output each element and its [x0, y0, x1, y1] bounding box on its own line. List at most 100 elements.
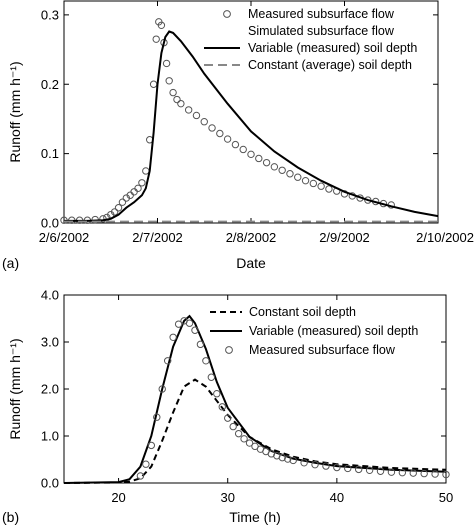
data-point-measured-subsurface-flow	[239, 145, 247, 154]
panel-a-letter: (a)	[2, 255, 19, 271]
x-tick-label: 30	[220, 490, 234, 505]
data-point-measured-subsurface-flow	[173, 95, 181, 104]
legend-a-variable-label: Variable (measured) soil depth	[248, 41, 417, 55]
data-point-measured-subsurface-flow	[213, 390, 221, 398]
data-point-measured-subsurface-flow	[177, 99, 185, 108]
data-point-measured-subsurface-flow	[138, 179, 146, 187]
x-tick-label: 20	[111, 490, 125, 505]
data-point-measured-subsurface-flow	[286, 170, 294, 178]
data-point-measured-subsurface-flow	[202, 357, 210, 365]
series-line-variable-measured-soil-depth	[63, 314, 447, 484]
legend-b-variable-label: Variable (measured) soil depth	[249, 324, 418, 338]
data-point-measured-subsurface-flow	[130, 188, 138, 196]
data-point-measured-subsurface-flow	[229, 422, 237, 431]
data-point-measured-subsurface-flow	[322, 462, 330, 470]
panel-b-y-ticks: 0.0 1.0 2.0 3.0 4.0	[41, 288, 446, 491]
legend-a-constant-label: Constant (average) soil depth	[248, 58, 412, 72]
panel-a-series	[60, 18, 439, 224]
data-point-measured-subsurface-flow	[309, 179, 318, 188]
x-tick-label: 2/10/2002	[416, 230, 474, 245]
data-point-measured-subsurface-flow	[300, 459, 308, 467]
y-tick-label: 0.1	[41, 146, 59, 161]
y-tick-label: 0.0	[41, 216, 59, 231]
panel-a-y-ticks: 0.0 0.1 0.2 0.3	[41, 7, 438, 231]
y-tick-label: 1.0	[41, 429, 59, 444]
data-point-measured-subsurface-flow	[284, 455, 292, 463]
data-point-measured-subsurface-flow	[262, 158, 271, 167]
data-point-measured-subsurface-flow	[442, 470, 450, 479]
data-point-measured-subsurface-flow	[387, 468, 396, 476]
panel-b-legend: Constant soil depth Variable (measured) …	[210, 305, 418, 357]
panel-b-letter: (b)	[2, 509, 19, 525]
data-point-measured-subsurface-flow	[245, 439, 254, 447]
data-point-measured-subsurface-flow	[149, 80, 158, 88]
data-point-measured-subsurface-flow	[325, 185, 333, 193]
data-point-measured-subsurface-flow	[398, 468, 407, 477]
data-point-measured-subsurface-flow	[234, 429, 243, 438]
panel-a: 0.0 0.1 0.2 0.3 2/6/2002 2/7/2002 2/8/2002 2/9…	[2, 0, 474, 271]
data-point-measured-subsurface-flow	[153, 413, 161, 421]
data-point-measured-subsurface-flow	[169, 333, 177, 341]
data-point-measured-subsurface-flow	[409, 469, 417, 477]
data-point-measured-subsurface-flow	[152, 35, 160, 43]
data-point-measured-subsurface-flow	[365, 466, 374, 475]
data-point-measured-subsurface-flow	[218, 403, 226, 411]
data-point-measured-subsurface-flow	[376, 467, 385, 475]
y-tick-label: 0.2	[41, 77, 59, 92]
data-point-measured-subsurface-flow	[184, 106, 193, 114]
legend-a-simulated-heading: Simulated subsurface flow	[248, 24, 395, 38]
data-point-measured-subsurface-flow	[185, 319, 194, 327]
panel-b-y-axis-label: Runoff (mm h⁻¹)	[7, 338, 23, 439]
panel-a-x-axis-label: Date	[236, 255, 266, 271]
data-point-measured-subsurface-flow	[301, 176, 310, 185]
data-point-measured-subsurface-flow	[207, 373, 216, 381]
data-point-measured-subsurface-flow	[200, 118, 208, 126]
data-point-measured-subsurface-flow	[431, 470, 439, 478]
data-point-measured-subsurface-flow	[344, 464, 352, 473]
data-point-measured-subsurface-flow	[240, 435, 248, 443]
data-point-measured-subsurface-flow	[255, 154, 263, 163]
data-point-measured-subsurface-flow	[169, 88, 177, 97]
data-point-measured-subsurface-flow	[270, 163, 279, 171]
x-tick-label: 40	[330, 490, 344, 505]
data-point-measured-subsurface-flow	[174, 320, 183, 328]
data-point-measured-subsurface-flow	[420, 469, 428, 478]
data-point-measured-subsurface-flow	[216, 129, 224, 138]
data-point-measured-subsurface-flow	[289, 456, 297, 465]
data-point-measured-subsurface-flow	[191, 326, 199, 334]
data-point-measured-subsurface-flow	[142, 167, 150, 175]
data-point-measured-subsurface-flow	[157, 21, 166, 29]
data-point-measured-subsurface-flow	[162, 59, 171, 68]
data-point-measured-subsurface-flow	[208, 124, 216, 132]
data-point-measured-subsurface-flow	[158, 385, 166, 393]
data-point-measured-subsurface-flow	[136, 472, 145, 480]
x-tick-label: 2/9/2002	[319, 230, 370, 245]
data-point-measured-subsurface-flow	[247, 150, 255, 159]
data-point-measured-subsurface-flow	[118, 198, 127, 206]
data-point-measured-subsurface-flow	[196, 340, 205, 349]
data-point-measured-subsurface-flow	[114, 204, 123, 212]
y-tick-label: 2.0	[41, 382, 59, 397]
legend-a-measured-label: Measured subsurface flow	[248, 7, 395, 21]
x-tick-label: 2/8/2002	[226, 230, 277, 245]
x-tick-label: 2/6/2002	[39, 230, 90, 245]
data-point-measured-subsurface-flow	[192, 111, 201, 120]
panel-b: 0.0 1.0 2.0 3.0 4.0 20 30 40 50 Runoff (mm h⁻¹)…	[2, 288, 453, 526]
legend-b-constant-label: Constant soil depth	[249, 305, 356, 319]
data-point-measured-subsurface-flow	[165, 77, 173, 85]
y-tick-label: 3.0	[41, 335, 59, 350]
data-point-measured-subsurface-flow	[278, 453, 286, 462]
panel-a-y-axis-label: Runoff (mm h⁻¹)	[7, 61, 23, 162]
data-point-measured-subsurface-flow	[294, 173, 302, 181]
data-point-measured-subsurface-flow	[278, 166, 286, 174]
data-point-measured-subsurface-flow	[354, 465, 363, 474]
panel-a-legend: Measured subsurface flow Simulated subsu…	[204, 7, 417, 72]
data-point-measured-subsurface-flow	[223, 135, 232, 143]
panel-b-x-ticks: 20 30 40 50	[111, 295, 453, 505]
panel-b-series	[63, 314, 450, 484]
y-tick-label: 0.3	[41, 7, 59, 22]
y-tick-label: 4.0	[41, 288, 59, 303]
legend-a-measured-marker	[223, 10, 231, 18]
legend-b-measured-label: Measured subsurface flow	[249, 343, 396, 357]
